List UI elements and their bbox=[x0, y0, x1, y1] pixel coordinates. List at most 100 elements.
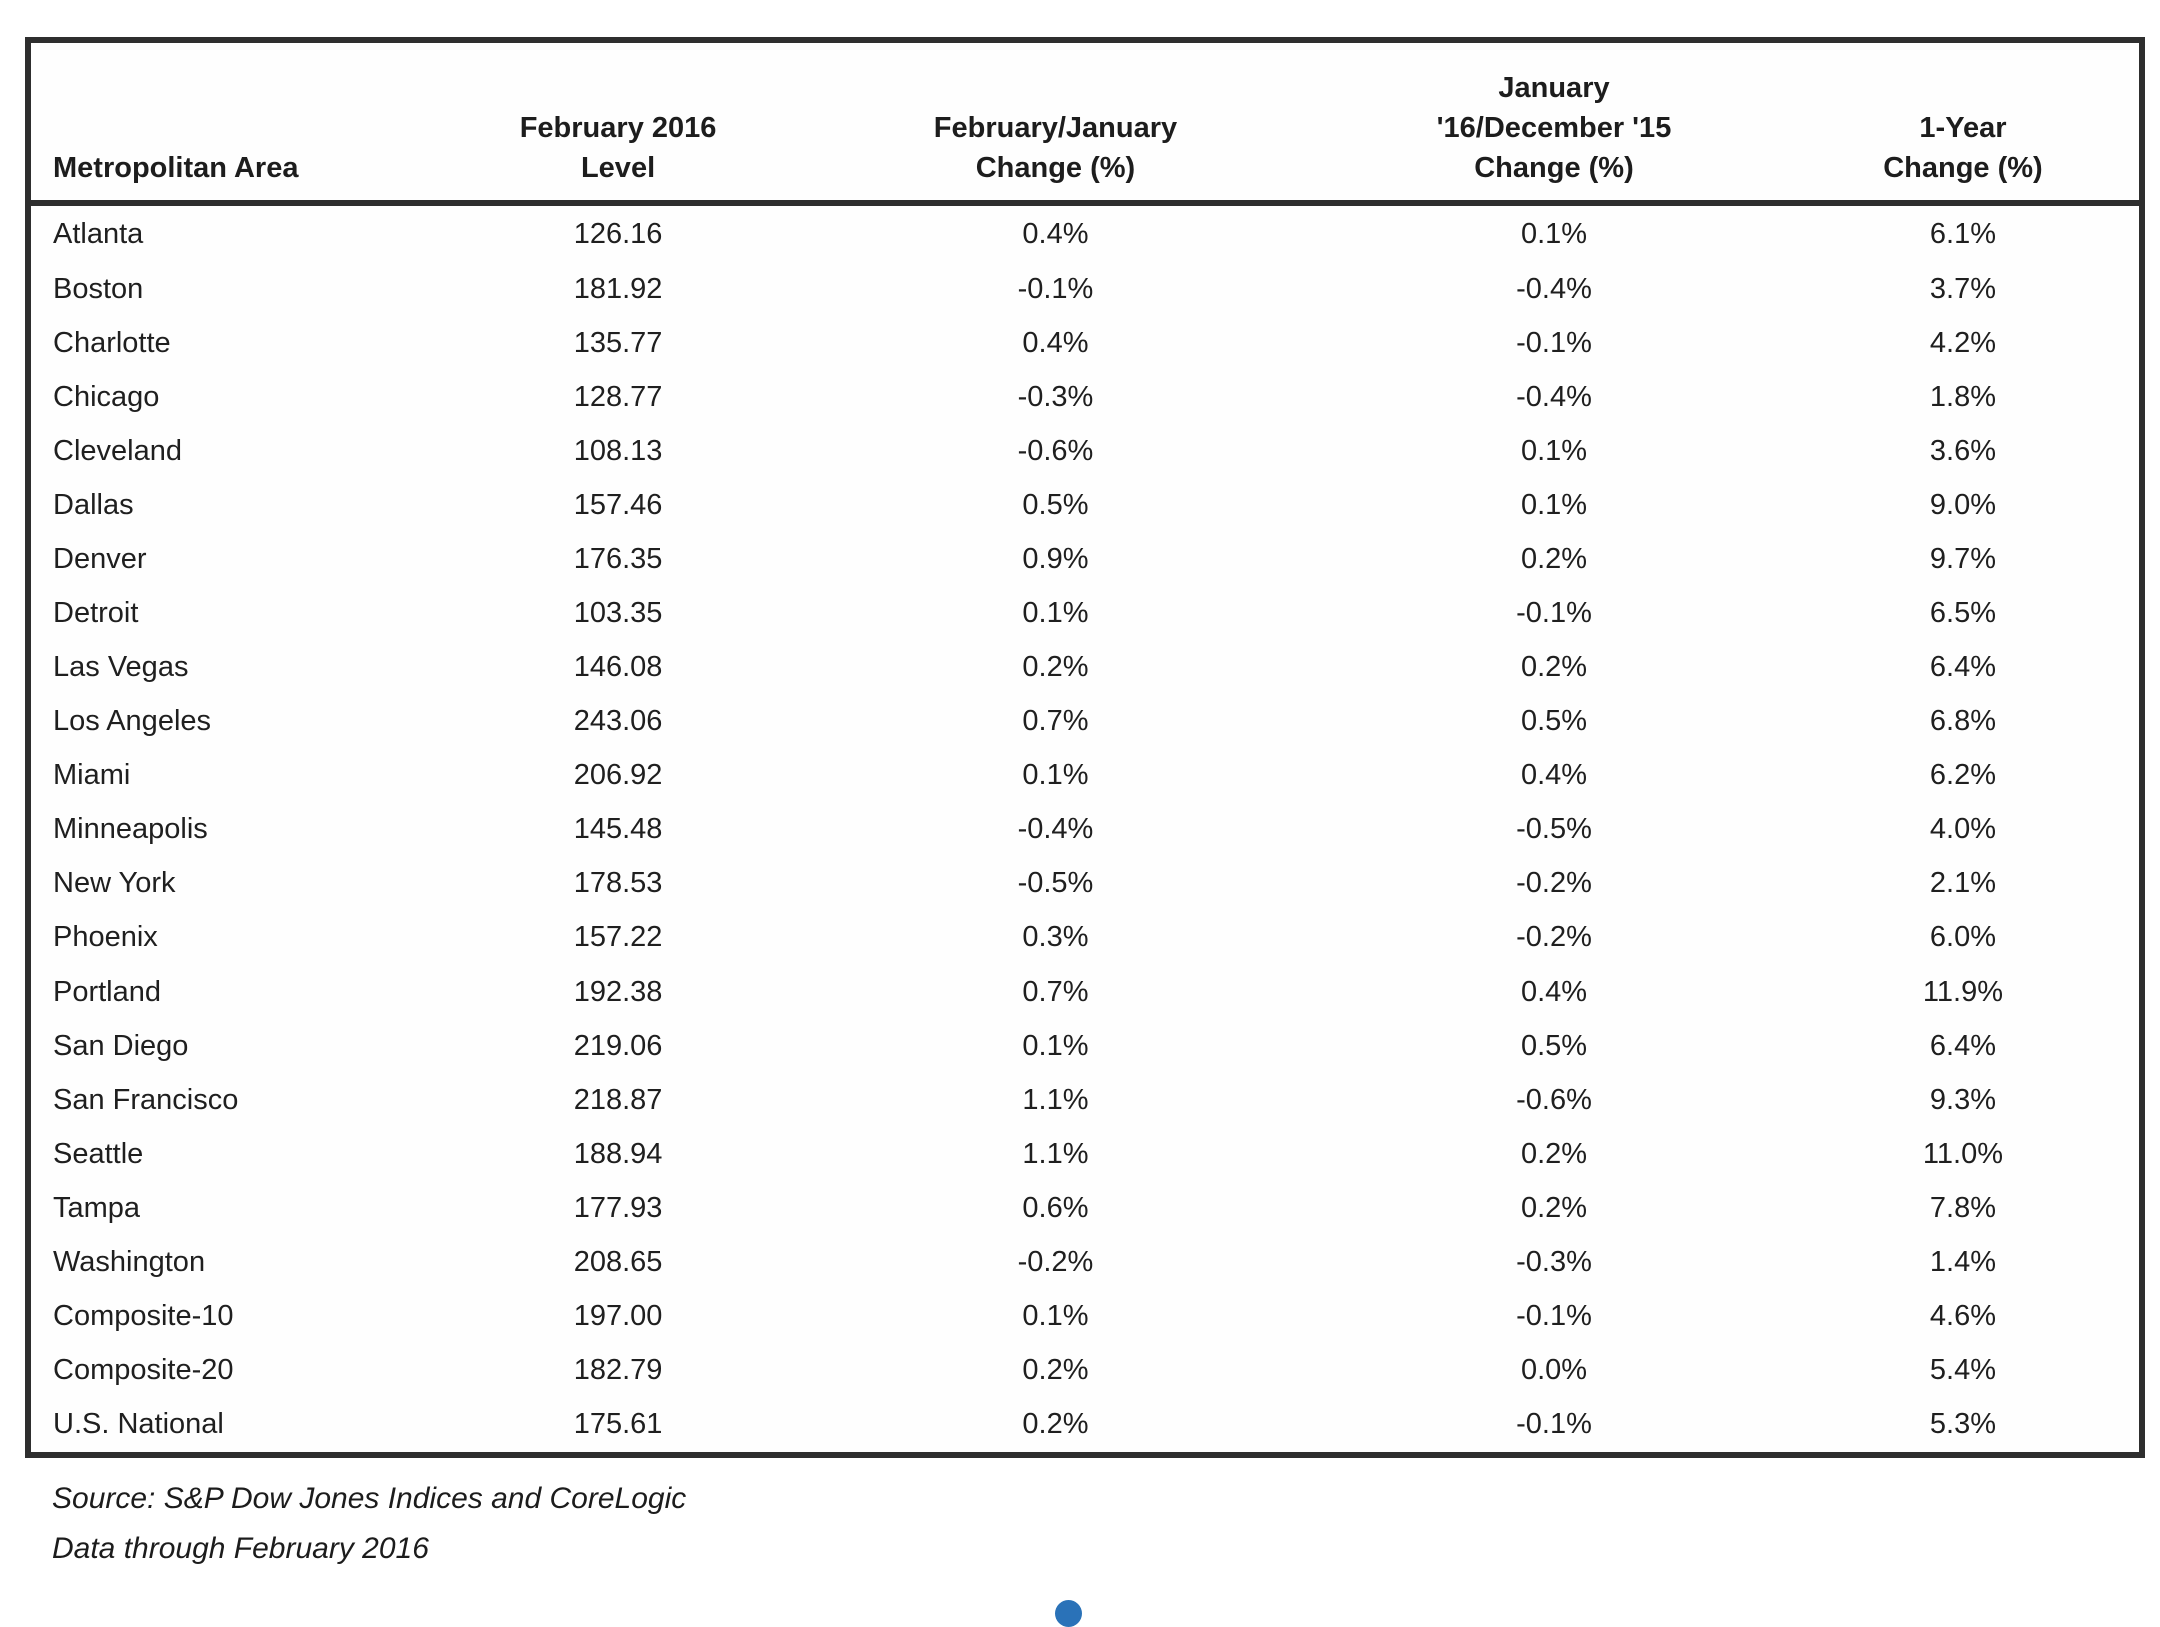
table-row: Miami 206.92 0.1% 0.4% 6.2% bbox=[31, 749, 2139, 803]
cell-level: 145.48 bbox=[573, 813, 663, 846]
cell-mom: 0.2% bbox=[1022, 1354, 1089, 1387]
table-row: U.S. National 175.61 0.2% -0.1% 5.3% bbox=[31, 1398, 2139, 1452]
cell-prev: -0.5% bbox=[1516, 813, 1592, 846]
cell-metro: Boston bbox=[53, 272, 144, 305]
cell-yoy: 9.3% bbox=[1929, 1083, 1997, 1116]
cell-prev: -0.1% bbox=[1516, 1300, 1592, 1333]
cell-level: 177.93 bbox=[573, 1191, 663, 1224]
cell-metro: Las Vegas bbox=[53, 651, 189, 684]
table-row: Seattle 188.94 1.1% 0.2% 11.0% bbox=[31, 1127, 2139, 1181]
cell-yoy: 5.4% bbox=[1929, 1354, 1997, 1387]
cell-prev: -0.1% bbox=[1516, 597, 1592, 629]
cell-yoy: 5.3% bbox=[1929, 1408, 1997, 1441]
cell-prev: 0.2% bbox=[1520, 1191, 1588, 1224]
cell-mom: 0.6% bbox=[1022, 1191, 1089, 1224]
cell-level: 219.06 bbox=[573, 1029, 663, 1062]
cell-mom: 0.1% bbox=[1022, 597, 1089, 629]
table-row: Charlotte 135.77 0.4% -0.1% 4.2% bbox=[31, 316, 2139, 370]
cell-yoy: 9.7% bbox=[1929, 542, 1997, 575]
cell-yoy: 4.2% bbox=[1929, 326, 1997, 359]
cell-metro: Cleveland bbox=[53, 434, 182, 467]
cell-metro: Atlanta bbox=[53, 217, 144, 250]
table-row: Detroit 103.35 0.1% -0.1% 6.5% bbox=[31, 586, 2139, 640]
cell-prev: -0.6% bbox=[1516, 1083, 1592, 1116]
cell-mom: 0.9% bbox=[1022, 542, 1089, 575]
data-through-note: Data through February 2016 bbox=[52, 1532, 429, 1565]
index-table-frame: Metropolitan Area February 2016 Level Fe… bbox=[25, 37, 2145, 1458]
table-row: New York 178.53 -0.5% -0.2% 2.1% bbox=[31, 857, 2139, 911]
cell-mom: -0.4% bbox=[1017, 813, 1094, 846]
cell-metro: Denver bbox=[53, 542, 147, 575]
cell-level: 135.77 bbox=[573, 326, 663, 359]
cell-level: 103.35 bbox=[573, 597, 663, 629]
cell-yoy: 3.7% bbox=[1929, 272, 1997, 305]
cell-mom: 0.4% bbox=[1022, 217, 1089, 250]
cell-mom: 1.1% bbox=[1022, 1083, 1089, 1116]
cell-yoy: 9.0% bbox=[1929, 488, 1997, 521]
cell-yoy: 6.4% bbox=[1929, 1029, 1997, 1062]
cell-mom: 0.2% bbox=[1022, 651, 1089, 684]
cell-level: 181.92 bbox=[573, 272, 663, 305]
cell-prev: -0.4% bbox=[1516, 272, 1592, 305]
table-row: Phoenix 157.22 0.3% -0.2% 6.0% bbox=[31, 911, 2139, 965]
table-row: Washington 208.65 -0.2% -0.3% 1.4% bbox=[31, 1235, 2139, 1289]
cell-level: 243.06 bbox=[573, 705, 663, 738]
cell-yoy: 3.6% bbox=[1929, 434, 1997, 467]
cell-prev: -0.2% bbox=[1516, 867, 1592, 900]
cell-yoy: 6.0% bbox=[1929, 921, 1997, 954]
cell-yoy: 6.5% bbox=[1929, 597, 1997, 629]
table-row: Denver 176.35 0.9% 0.2% 9.7% bbox=[31, 532, 2139, 586]
cell-prev: 0.2% bbox=[1520, 651, 1588, 684]
table-row: Las Vegas 146.08 0.2% 0.2% 6.4% bbox=[31, 641, 2139, 695]
cell-prev: 0.1% bbox=[1520, 434, 1588, 467]
cell-level: 197.00 bbox=[573, 1300, 663, 1333]
cell-prev: 0.4% bbox=[1520, 759, 1588, 792]
cell-yoy: 1.8% bbox=[1929, 380, 1997, 413]
cell-prev: 0.2% bbox=[1520, 1137, 1588, 1170]
table-row: Dallas 157.46 0.5% 0.1% 9.0% bbox=[31, 478, 2139, 532]
table-row: Los Angeles 243.06 0.7% 0.5% 6.8% bbox=[31, 695, 2139, 749]
footer-notes: Source: S&P Dow Jones Indices and CoreLo… bbox=[52, 1474, 686, 1574]
cell-yoy: 6.8% bbox=[1929, 705, 1997, 738]
cell-prev: -0.2% bbox=[1516, 921, 1592, 954]
table-row: Composite-10 197.00 0.1% -0.1% 4.6% bbox=[31, 1289, 2139, 1343]
cell-mom: -0.1% bbox=[1017, 272, 1094, 305]
table-row: Boston 181.92 -0.1% -0.4% 3.7% bbox=[31, 262, 2139, 316]
cell-metro: Charlotte bbox=[53, 326, 171, 359]
cell-prev: 0.5% bbox=[1520, 1029, 1588, 1062]
table-row: Portland 192.38 0.7% 0.4% 11.9% bbox=[31, 965, 2139, 1019]
cell-level: 126.16 bbox=[573, 217, 663, 250]
cell-mom: 0.7% bbox=[1022, 975, 1089, 1008]
cell-prev: -0.3% bbox=[1516, 1245, 1592, 1278]
cell-yoy: 11.0% bbox=[1922, 1137, 2003, 1170]
cell-mom: 0.1% bbox=[1022, 1300, 1089, 1333]
cell-yoy: 2.1% bbox=[1929, 867, 1997, 900]
cell-metro: Phoenix bbox=[53, 921, 158, 954]
cell-level: 157.46 bbox=[573, 488, 663, 521]
cell-level: 188.94 bbox=[573, 1137, 663, 1170]
cell-mom: -0.5% bbox=[1017, 867, 1094, 900]
cell-yoy: 6.1% bbox=[1929, 217, 1997, 250]
cell-mom: 0.1% bbox=[1022, 759, 1089, 792]
cell-prev: -0.1% bbox=[1516, 1408, 1592, 1441]
cell-level: 208.65 bbox=[573, 1245, 663, 1278]
cell-level: 192.38 bbox=[573, 975, 663, 1008]
cell-yoy: 1.4% bbox=[1929, 1245, 1997, 1278]
cell-metro: Tampa bbox=[53, 1191, 141, 1224]
table-row: Cleveland 108.13 -0.6% 0.1% 3.6% bbox=[31, 424, 2139, 478]
cell-mom: 1.1% bbox=[1022, 1137, 1089, 1170]
source-note: Source: S&P Dow Jones Indices and CoreLo… bbox=[52, 1482, 687, 1515]
cell-prev: 0.4% bbox=[1520, 975, 1588, 1008]
cell-level: 157.22 bbox=[573, 921, 663, 954]
table-row: Chicago 128.77 -0.3% -0.4% 1.8% bbox=[31, 370, 2139, 424]
cell-metro: Washington bbox=[53, 1245, 206, 1278]
cell-mom: 0.4% bbox=[1022, 326, 1089, 359]
cell-metro: Chicago bbox=[53, 380, 160, 413]
cell-mom: -0.6% bbox=[1017, 434, 1094, 467]
cell-metro: New York bbox=[53, 867, 176, 900]
table-row: San Francisco 218.87 1.1% -0.6% 9.3% bbox=[31, 1073, 2139, 1127]
cell-prev: 0.1% bbox=[1520, 488, 1588, 521]
cell-prev: 0.2% bbox=[1520, 542, 1588, 575]
cell-level: 128.77 bbox=[573, 380, 663, 413]
